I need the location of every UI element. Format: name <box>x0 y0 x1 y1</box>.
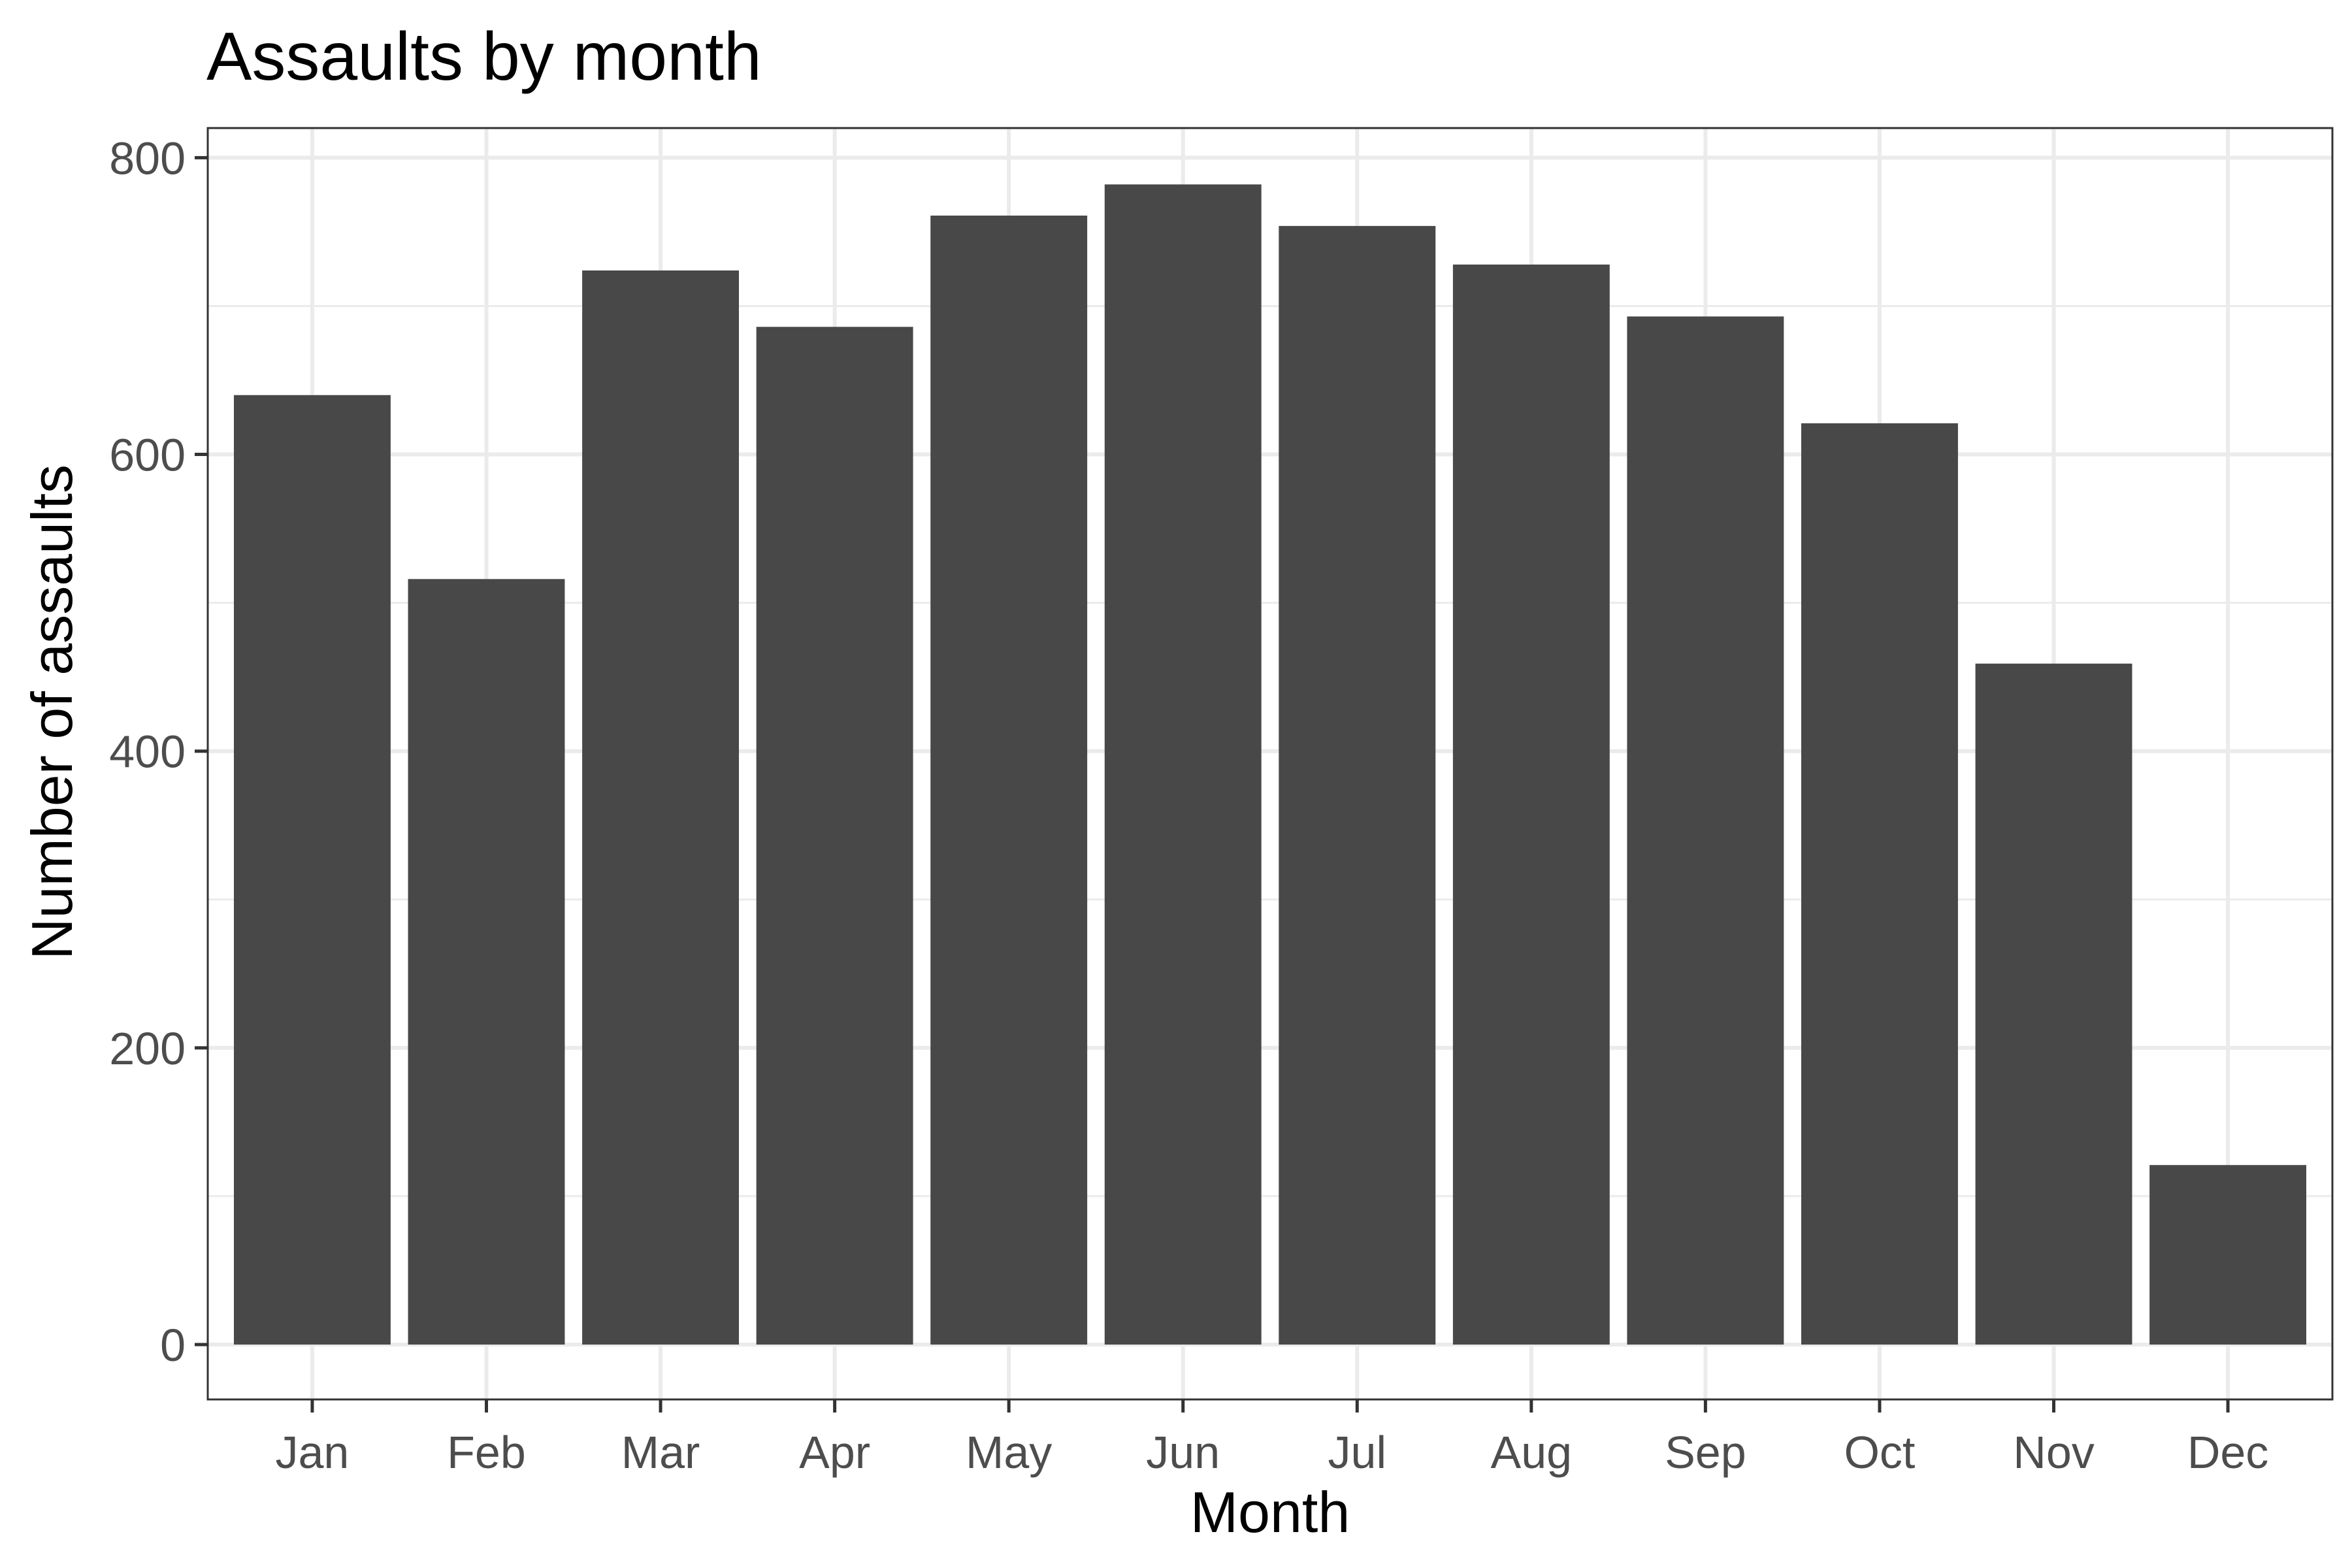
y-tick-label: 800 <box>109 133 186 184</box>
y-tick-label: 0 <box>160 1320 186 1371</box>
panel-border <box>206 127 2334 1401</box>
bar-oct <box>1801 423 1958 1345</box>
bar-may <box>930 215 1088 1345</box>
bar-sep <box>1627 316 1784 1345</box>
axis-ticks <box>195 155 2230 1413</box>
y-axis-title: Number of assaults <box>20 465 84 960</box>
x-tick-label: Oct <box>1844 1427 1915 1478</box>
x-tick-label: Jun <box>1146 1427 1220 1478</box>
bar-jan <box>233 395 391 1345</box>
x-tick-label: Mar <box>621 1427 700 1478</box>
x-tick-label: Jan <box>275 1427 349 1478</box>
bar-jun <box>1104 184 1262 1345</box>
chart-title: Assaults by month <box>206 19 762 95</box>
bar-apr <box>756 327 913 1345</box>
x-tick-label: Feb <box>447 1427 526 1478</box>
x-tick-label: Apr <box>799 1427 870 1478</box>
x-tick-label: Dec <box>2187 1427 2268 1478</box>
x-tick-labels: Jan Feb Mar Apr May Jun Jul Aug Sep Oct Nov Dec <box>275 1427 2268 1478</box>
bar-mar <box>582 270 739 1345</box>
bar-feb <box>408 579 565 1345</box>
y-tick-label: 400 <box>109 727 186 777</box>
x-tick-label: Aug <box>1491 1427 1573 1478</box>
bars <box>233 184 2307 1345</box>
y-tick-labels: 0 200 400 600 800 <box>109 133 186 1371</box>
x-tick-label: May <box>966 1427 1052 1478</box>
y-tick-label: 200 <box>109 1023 186 1074</box>
bar-nov <box>1975 663 2132 1345</box>
bar-dec <box>2149 1165 2307 1345</box>
x-tick-label: Nov <box>2013 1427 2094 1478</box>
y-tick-label: 600 <box>109 430 186 481</box>
x-tick-label: Sep <box>1665 1427 1746 1478</box>
x-axis-title: Month <box>1190 1480 1350 1544</box>
bar-aug <box>1452 264 1610 1345</box>
bar-jul <box>1279 225 1436 1345</box>
x-tick-label: Jul <box>1328 1427 1386 1478</box>
